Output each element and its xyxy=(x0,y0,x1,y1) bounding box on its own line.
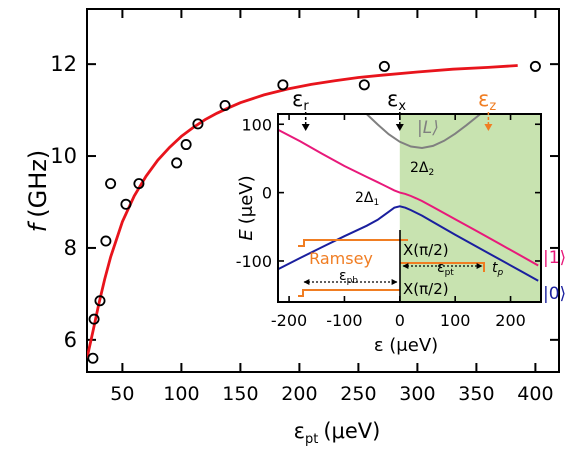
data-point xyxy=(219,99,231,111)
inset-shaded-region xyxy=(399,114,541,302)
data-point xyxy=(133,178,145,190)
data-point xyxy=(192,118,204,130)
inset-x-tick-label: 200 xyxy=(495,311,526,330)
inset-x-tick-label: 100 xyxy=(440,311,471,330)
inset-chart: -200 -100 0 100 200 -100 0 100 Ramsey X(π/2) X(… xyxy=(236,87,567,356)
eps-pt-label: εpt xyxy=(437,260,454,278)
data-point xyxy=(378,60,390,72)
data-point xyxy=(277,79,289,91)
main-x-axis-label: εpt (μeV) xyxy=(294,419,381,447)
data-point xyxy=(180,139,192,151)
data-point xyxy=(100,235,112,247)
data-point xyxy=(358,79,370,91)
main-y-axis-label: f(GHz) xyxy=(24,150,52,232)
main-x-tick-label: 50 xyxy=(110,383,134,405)
main-fit-curve-group xyxy=(87,64,518,359)
data-point xyxy=(529,60,541,72)
main-x-tick-label: 200 xyxy=(281,383,317,405)
inset-x-tick-label: 0 xyxy=(395,311,405,330)
main-x-tick-label: 150 xyxy=(222,383,258,405)
inset-x-tick-label: -100 xyxy=(326,311,362,330)
inset-x-axis-label: ε (μeV) xyxy=(374,335,438,356)
gap-2-label: 2Δ2 xyxy=(410,160,434,178)
main-x-tick-label: 350 xyxy=(458,383,494,405)
epsilon-marker-arrows xyxy=(301,112,493,131)
epsilon-z-label: εz xyxy=(478,87,496,114)
ramsey-label: Ramsey xyxy=(309,249,373,268)
ket-L-label: |L⟩ xyxy=(417,118,439,138)
main-x-tick-label: 300 xyxy=(399,383,435,405)
inset-y-tick-label: 0 xyxy=(262,184,272,203)
main-axis-ticks: 50 100 150 200 250 300 350 400 6 8 10 12 xyxy=(50,9,559,405)
epsilon-r-label: εr xyxy=(292,87,309,114)
main-x-tick-label: 400 xyxy=(517,383,553,405)
eps-pb-label: εpb xyxy=(339,268,358,286)
pulse-upper-trace xyxy=(298,239,408,247)
epsilon-r-arrow xyxy=(301,112,310,131)
inset-y-tick-label: -100 xyxy=(236,252,272,271)
main-y-tick-label: 10 xyxy=(50,144,77,168)
epsilon-x-arrow xyxy=(395,112,404,131)
main-y-tick-label: 8 xyxy=(64,236,77,260)
data-point xyxy=(94,295,106,307)
gap-1-label: 2Δ1 xyxy=(355,190,379,208)
inset-x-tick-label: -200 xyxy=(271,311,307,330)
pulse-bottom-label: X(π/2) xyxy=(403,280,449,298)
main-y-tick-label: 12 xyxy=(50,52,77,76)
curve-L xyxy=(365,114,482,150)
data-point xyxy=(88,313,100,325)
ket-0-label: |0⟩ xyxy=(543,284,566,304)
main-data-points xyxy=(87,60,541,364)
pulse-lower-trace xyxy=(298,289,400,297)
main-x-tick-label: 250 xyxy=(340,383,376,405)
fit-curve xyxy=(87,64,518,359)
data-point xyxy=(120,198,132,210)
epsilon-x-label: εx xyxy=(387,87,406,114)
inset-energy-curves xyxy=(278,114,539,282)
data-point xyxy=(171,157,183,169)
main-y-tick-label: 6 xyxy=(64,328,77,352)
data-point xyxy=(87,352,99,364)
data-point xyxy=(105,178,117,190)
inset-axis-ticks: -200 -100 0 100 200 -100 0 100 xyxy=(236,114,541,330)
main-plot-frame xyxy=(86,8,560,373)
inset-plot-frame xyxy=(277,113,542,303)
inset-y-axis-label: E(μeV) xyxy=(236,175,257,240)
pulse-top-label: X(π/2) xyxy=(403,241,449,259)
curve-zero xyxy=(278,205,539,282)
epsilon-z-arrow xyxy=(484,112,493,131)
inset-y-tick-label: 100 xyxy=(241,115,272,134)
main-x-tick-label: 100 xyxy=(163,383,199,405)
ket-1-label: |1⟩ xyxy=(543,248,566,268)
t-p-label: tp xyxy=(492,260,504,278)
curve-one xyxy=(278,128,539,267)
